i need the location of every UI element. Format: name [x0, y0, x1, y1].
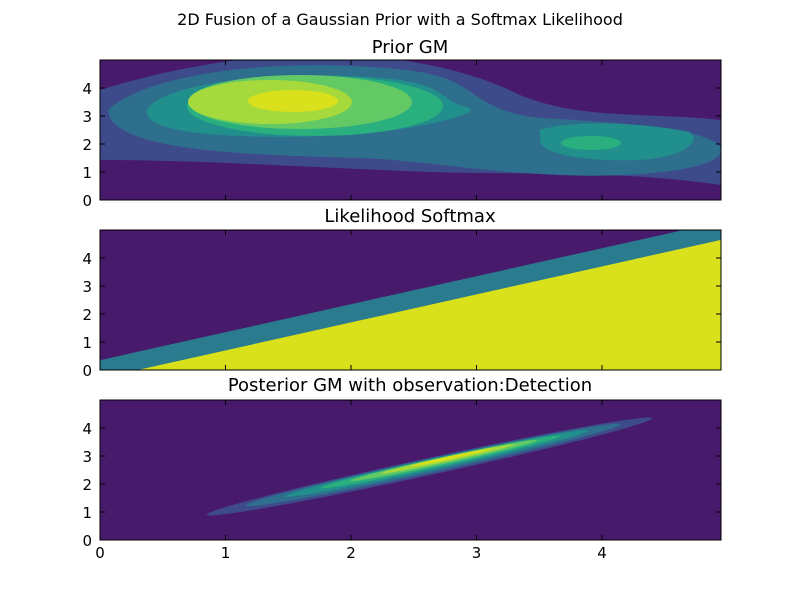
y-tick-label: 4	[82, 420, 92, 438]
likelihood-panel: Likelihood Softmax 0 1 2 3 4	[82, 206, 722, 380]
posterior-frame	[99, 399, 722, 541]
y-tick-label: 2	[82, 476, 92, 494]
y-tick-label: 0	[82, 192, 92, 210]
y-tick-label: 1	[82, 164, 92, 182]
x-tick-label: 1	[221, 544, 231, 562]
x-tick-label: 2	[346, 544, 356, 562]
prior-contour-level	[561, 136, 621, 150]
prior-contours	[100, 60, 721, 185]
x-tick-label: 4	[597, 544, 607, 562]
x-tick-label: 3	[472, 544, 482, 562]
likelihood-title: Likelihood Softmax	[324, 206, 496, 227]
y-tick-label: 3	[82, 108, 92, 126]
prior-frame	[99, 59, 722, 201]
y-tick-label: 1	[82, 504, 92, 522]
figure-suptitle: 2D Fusion of a Gaussian Prior with a Sof…	[177, 10, 623, 29]
likelihood-y-axis: 0 1 2 3 4	[82, 230, 721, 380]
posterior-contours	[206, 417, 653, 516]
y-tick-label: 0	[82, 362, 92, 380]
likelihood-high-region	[100, 239, 721, 370]
posterior-contour-level	[411, 448, 492, 467]
y-tick-label: 1	[82, 334, 92, 352]
posterior-y-axis: 0 1 2 3 4	[82, 400, 721, 550]
posterior-title: Posterior GM with observation:Detection	[228, 375, 592, 396]
prior-contour-level	[248, 90, 338, 112]
posterior-panel: Posterior GM with observation:Detection …	[82, 375, 722, 562]
y-tick-label: 2	[82, 306, 92, 324]
y-tick-label: 2	[82, 136, 92, 154]
prior-panel: Prior GM 0 1 2 3 4	[82, 37, 722, 210]
y-tick-label: 4	[82, 250, 92, 268]
prior-y-axis: 0 1 2 3 4	[82, 60, 721, 210]
y-tick-label: 4	[82, 80, 92, 98]
x-tick-label: 0	[95, 544, 105, 562]
y-tick-label: 3	[82, 278, 92, 296]
likelihood-frame	[99, 229, 722, 371]
y-tick-label: 0	[82, 532, 92, 550]
posterior-x-axis: 0 1 2 3 4	[95, 544, 607, 562]
prior-title: Prior GM	[372, 37, 449, 58]
y-tick-label: 3	[82, 448, 92, 466]
